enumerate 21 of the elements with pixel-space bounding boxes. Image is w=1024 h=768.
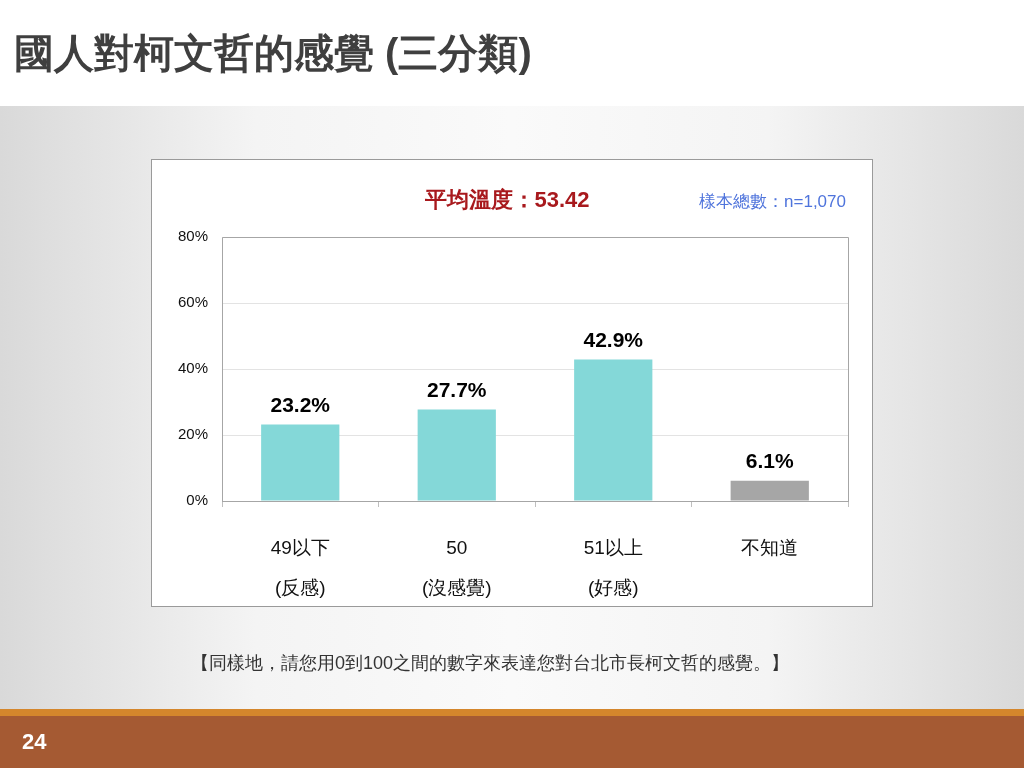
x-tick-label: 49以下 (反感) [270,537,330,599]
x-tick-label: 50 (沒感覺) [421,537,492,599]
x-tick-label: 51以上 (好感) [583,537,643,599]
y-tick-label: 80% [177,227,208,245]
y-tick-label: 20% [177,425,208,443]
data-label: 6.1% [745,449,795,473]
bar [261,424,340,501]
text: 24 [22,729,47,755]
y-tick-label: 0% [186,491,208,509]
text: 【同樣地，請您用0到100之間的數字來表達您對台北市長柯文哲的感覺。】 [189,652,790,675]
bar [574,359,653,501]
data-label: 23.2% [270,392,331,416]
text: 平均溫度：53.42 [424,186,590,214]
text: 樣本總數：n=1,070 [699,191,846,213]
bar [417,409,496,501]
y-tick-label: 60% [177,293,208,311]
data-label: 42.9% [583,327,644,351]
data-label: 27.7% [426,377,487,401]
x-tick-label: 不知道 [741,537,799,559]
chart-title: 國人對柯文哲的感覺 (三分類) [14,30,532,77]
y-tick-label: 40% [177,359,208,377]
